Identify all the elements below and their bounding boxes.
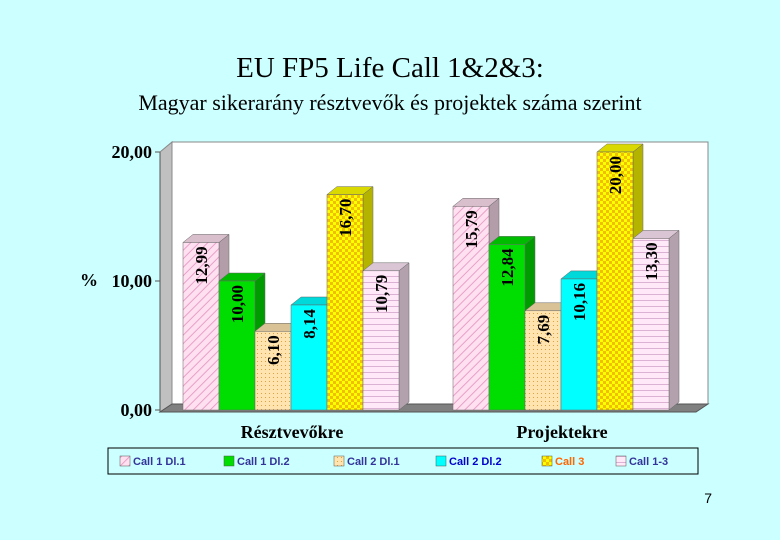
- bar: [560, 278, 598, 411]
- legend-label: Call 1 Dl.1: [133, 456, 186, 468]
- legend-label: Call 1 Dl.2: [237, 456, 290, 468]
- y-axis-ticks: 0,00 10,00 20,00: [112, 142, 160, 420]
- chart-subtitle: Magyar sikerarány résztvevők és projekte…: [138, 90, 642, 115]
- bar: [524, 310, 562, 411]
- bar: [182, 242, 220, 411]
- data-label: 10,00: [228, 285, 247, 323]
- data-label: 16,70: [336, 199, 355, 237]
- bar-side: [668, 229, 680, 411]
- legend-swatch: [333, 455, 345, 467]
- bar: [362, 270, 400, 411]
- legend-box: [107, 447, 699, 475]
- category-labels: Résztvevőkre Projektekre: [241, 422, 608, 442]
- data-label: 12,84: [498, 248, 517, 287]
- legend-label: Call 2 Dl.1: [347, 456, 400, 468]
- data-label: 20,00: [606, 156, 625, 194]
- legend-label: Call 3: [555, 456, 584, 468]
- y-tick-label: 20,00: [112, 142, 153, 162]
- bar-side: [398, 262, 410, 411]
- data-label: 15,79: [462, 210, 481, 248]
- legend-swatch: [541, 455, 553, 467]
- bar: [326, 194, 364, 411]
- y-tick-label: 0,00: [121, 400, 153, 420]
- category-label: Résztvevőkre: [241, 422, 344, 442]
- data-label: 7,69: [534, 315, 553, 345]
- data-label: 10,16: [570, 283, 589, 321]
- legend-swatch: [435, 455, 447, 467]
- y-tick-label: 10,00: [112, 271, 153, 291]
- plot-side-wall: [159, 140, 173, 413]
- data-label: 6,10: [264, 335, 283, 365]
- bar: [290, 304, 328, 411]
- bar: [632, 238, 670, 411]
- data-label: 13,30: [642, 242, 661, 280]
- bars-group: 12,99 10,00 6,10 8,14 16,70 10,79 15,79 12,84 7,…: [182, 143, 680, 411]
- legend-swatch: [119, 455, 131, 467]
- data-label: 10,79: [372, 275, 391, 313]
- legend: Call 1 Dl.1 Call 1 Dl.2 Call 2 Dl.1 Call 2 …: [119, 455, 668, 468]
- legend-swatch: [223, 455, 235, 467]
- bar: [596, 151, 634, 411]
- legend-label: Call 1-3: [629, 456, 668, 468]
- legend-label: Call 2 Dl.2: [449, 456, 502, 468]
- data-label: 8,14: [300, 308, 319, 338]
- chart-title: EU FP5 Life Call 1&2&3:: [236, 52, 544, 84]
- bar: [452, 206, 490, 411]
- page-number: 7: [704, 490, 712, 506]
- bar: [218, 280, 256, 411]
- legend-swatch: [615, 455, 627, 467]
- data-label: 12,99: [192, 246, 211, 284]
- category-label: Projektekre: [516, 422, 607, 442]
- bar: [488, 244, 526, 411]
- y-axis-label: %: [80, 270, 98, 290]
